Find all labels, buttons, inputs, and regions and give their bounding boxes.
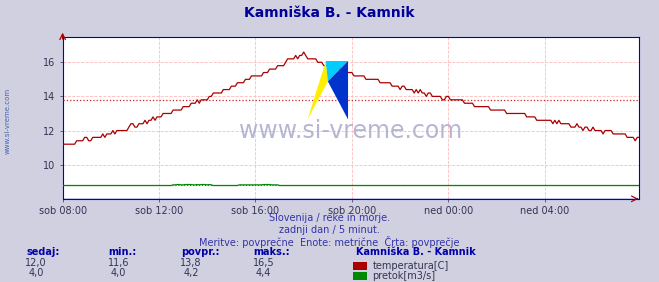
Text: Slovenija / reke in morje.: Slovenija / reke in morje.: [269, 213, 390, 223]
Text: www.si-vreme.com: www.si-vreme.com: [239, 119, 463, 143]
Polygon shape: [328, 61, 348, 119]
Text: 4,2: 4,2: [183, 268, 199, 278]
Text: 4,4: 4,4: [256, 268, 272, 278]
Text: Kamniška B. - Kamnik: Kamniška B. - Kamnik: [244, 6, 415, 20]
Text: zadnji dan / 5 minut.: zadnji dan / 5 minut.: [279, 225, 380, 235]
Text: 16,5: 16,5: [253, 258, 274, 268]
Polygon shape: [326, 61, 348, 81]
Text: 11,6: 11,6: [108, 258, 129, 268]
Text: sedaj:: sedaj:: [26, 247, 60, 257]
Text: maks.:: maks.:: [254, 247, 291, 257]
Text: Kamniška B. - Kamnik: Kamniška B. - Kamnik: [356, 247, 476, 257]
Text: 13,8: 13,8: [181, 258, 202, 268]
Text: 4,0: 4,0: [111, 268, 127, 278]
Text: 12,0: 12,0: [26, 258, 47, 268]
Polygon shape: [308, 61, 328, 119]
Text: www.si-vreme.com: www.si-vreme.com: [5, 88, 11, 154]
Text: pretok[m3/s]: pretok[m3/s]: [372, 271, 436, 281]
Text: min.:: min.:: [109, 247, 137, 257]
Text: temperatura[C]: temperatura[C]: [372, 261, 449, 271]
Text: povpr.:: povpr.:: [181, 247, 219, 257]
Text: 4,0: 4,0: [28, 268, 44, 278]
Text: Meritve: povprečne  Enote: metrične  Črta: povprečje: Meritve: povprečne Enote: metrične Črta:…: [199, 236, 460, 248]
